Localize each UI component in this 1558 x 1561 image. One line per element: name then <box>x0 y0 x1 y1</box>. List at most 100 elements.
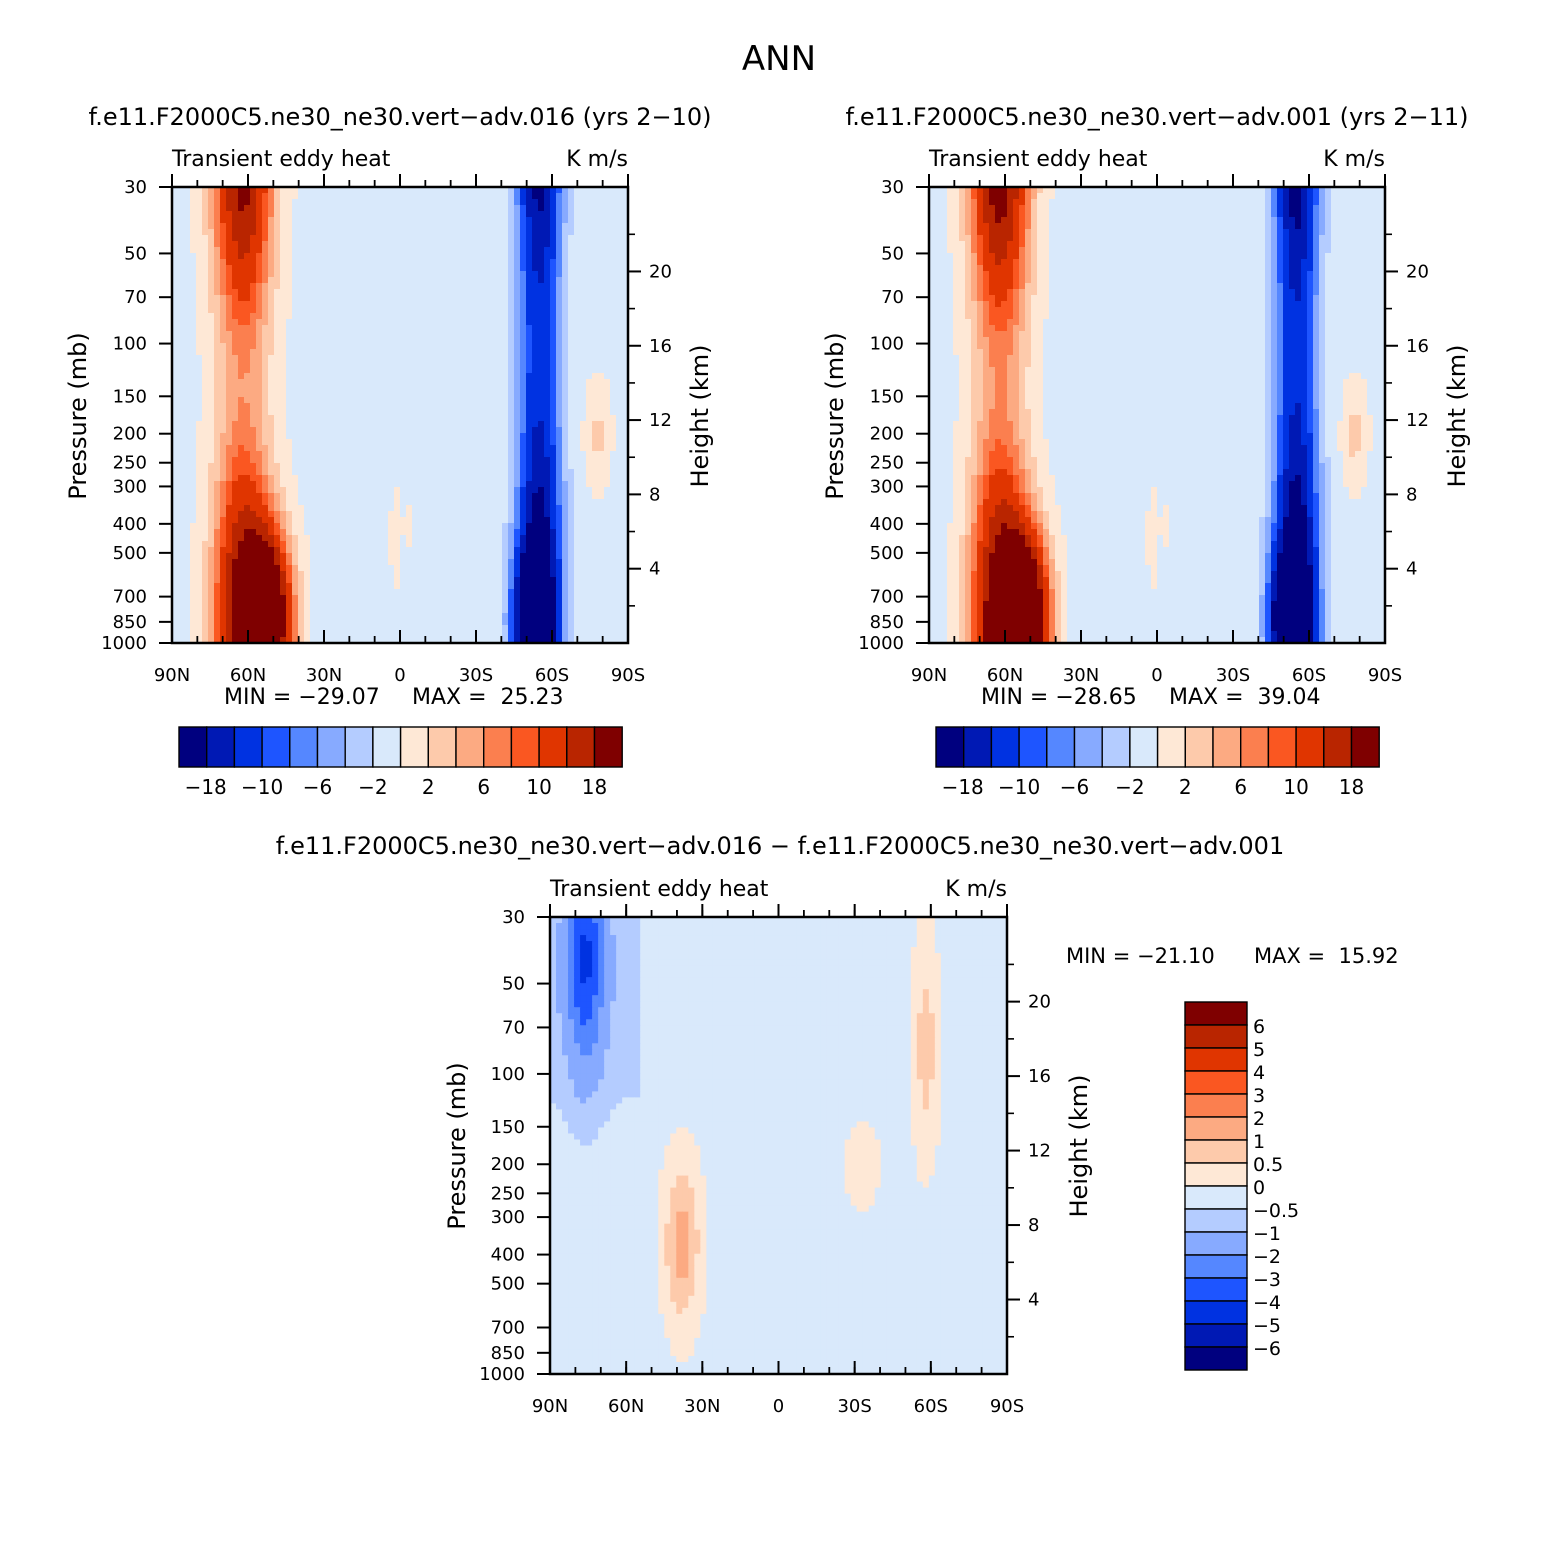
contour-cell <box>472 571 479 578</box>
contour-cell <box>304 505 311 512</box>
contour-cell <box>334 355 341 362</box>
contour-cell <box>580 301 587 308</box>
contour-cell <box>256 427 263 434</box>
contour-cell <box>538 295 545 302</box>
contour-cell <box>268 193 275 200</box>
contour-cell <box>550 223 557 230</box>
contour-cell <box>334 199 341 206</box>
contour-cell <box>442 529 449 536</box>
contour-cell <box>358 319 365 326</box>
contour-cell <box>502 523 509 530</box>
contour-cell <box>562 361 569 368</box>
contour-cell <box>508 541 515 548</box>
contour-cell <box>316 523 323 530</box>
contour-cell <box>604 445 611 452</box>
contour-cell <box>262 571 269 578</box>
contour-cell <box>304 559 311 566</box>
contour-cell <box>352 307 359 314</box>
contour-cell <box>238 505 245 512</box>
contour-cell <box>508 433 515 440</box>
contour-cell <box>412 445 419 452</box>
contour-cell <box>502 319 509 326</box>
contour-cell <box>406 475 413 482</box>
contour-cell <box>472 229 479 236</box>
contour-cell <box>544 241 551 248</box>
contour-cell <box>238 385 245 392</box>
contour-cell <box>238 343 245 350</box>
contour-cell <box>562 313 569 320</box>
contour-cell <box>556 559 563 566</box>
contour-cell <box>382 553 389 560</box>
contour-cell <box>184 319 191 326</box>
contour-cell <box>478 421 485 428</box>
contour-cell <box>532 493 539 500</box>
contour-cell <box>310 301 317 308</box>
contour-cell <box>280 517 287 524</box>
contour-cell <box>364 307 371 314</box>
contour-cell <box>304 577 311 584</box>
contour-cell <box>484 553 491 560</box>
contour-cell <box>262 559 269 566</box>
contour-cell <box>478 559 485 566</box>
contour-cell <box>358 187 365 194</box>
contour-cell <box>190 565 197 572</box>
contour-cell <box>550 547 557 554</box>
contour-cell <box>328 445 335 452</box>
contour-cell <box>430 511 437 518</box>
contour-cell <box>382 325 389 332</box>
contour-cell <box>244 337 251 344</box>
contour-cell <box>298 343 305 350</box>
contour-cell <box>502 289 509 296</box>
contour-cell <box>388 385 395 392</box>
contour-cell <box>358 445 365 452</box>
contour-cell <box>250 433 257 440</box>
contour-cell <box>610 511 617 518</box>
contour-cell <box>586 355 593 362</box>
contour-cell <box>406 541 413 548</box>
contour-cell <box>220 229 227 236</box>
contour-cell <box>292 529 299 536</box>
contour-cell <box>556 277 563 284</box>
contour-cell <box>454 445 461 452</box>
contour-cell <box>274 499 281 506</box>
contour-cell <box>580 289 587 296</box>
contour-cell <box>574 193 581 200</box>
contour-cell <box>514 187 521 194</box>
contour-cell <box>532 481 539 488</box>
contour-cell <box>460 343 467 350</box>
contour-cell <box>544 337 551 344</box>
contour-cell <box>220 571 227 578</box>
contour-cell <box>226 193 233 200</box>
contour-cell <box>616 559 623 566</box>
contour-cell <box>382 487 389 494</box>
contour-cell <box>262 517 269 524</box>
contour-cell <box>352 577 359 584</box>
contour-cell <box>274 355 281 362</box>
contour-cell <box>172 301 179 308</box>
contour-cell <box>346 295 353 302</box>
contour-cell <box>214 277 221 284</box>
contour-cell <box>316 229 323 236</box>
contour-cell <box>292 505 299 512</box>
contour-cell <box>292 217 299 224</box>
contour-cell <box>430 253 437 260</box>
contour-cell <box>502 295 509 302</box>
contour-cell <box>490 571 497 578</box>
contour-cell <box>478 259 485 266</box>
contour-cell <box>286 451 293 458</box>
contour-cell <box>478 577 485 584</box>
contour-cell <box>526 523 533 530</box>
contour-cell <box>514 499 521 506</box>
contour-cell <box>454 343 461 350</box>
contour-cell <box>202 271 209 278</box>
contour-cell <box>496 403 503 410</box>
contour-cell <box>562 565 569 572</box>
contour-cell <box>250 451 257 458</box>
contour-cell <box>562 331 569 338</box>
contour-cell <box>418 253 425 260</box>
contour-cell <box>184 355 191 362</box>
contour-cell <box>322 559 329 566</box>
contour-cell <box>508 235 515 242</box>
contour-cell <box>274 283 281 290</box>
contour-cell <box>310 547 317 554</box>
